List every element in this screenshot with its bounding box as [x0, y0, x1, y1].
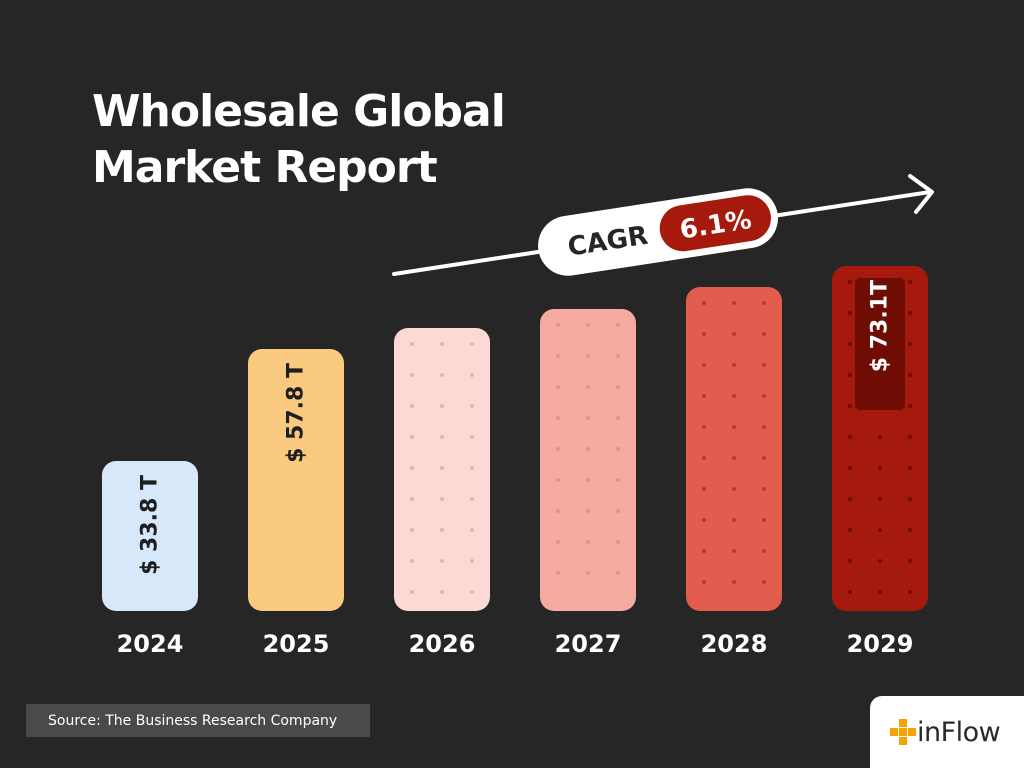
data-label-2025: $ 57.8 T — [284, 363, 309, 463]
brand-name: inFlow — [917, 716, 1001, 748]
bar-2024 — [102, 461, 198, 611]
source-note: Source: The Business Research Company — [26, 704, 370, 737]
title-line-1: Wholesale Global — [92, 86, 506, 137]
tick-label-2025: 2025 — [263, 630, 330, 658]
value-label-box-2029 — [855, 278, 905, 410]
bar-2025 — [248, 349, 344, 611]
tick-label-2026: 2026 — [409, 630, 476, 658]
bar-2027 — [540, 309, 636, 611]
cagr-badge — [659, 195, 771, 252]
bar-pattern-2028 — [702, 301, 766, 584]
inflow-logo-icon — [890, 719, 916, 745]
data-label-2029: $ 73.1T — [868, 280, 893, 372]
cagr-trend: CAGR 6.1% — [392, 174, 934, 276]
chart-title: Wholesale Global Market Report — [92, 84, 506, 196]
title-line-2: Market Report — [92, 142, 438, 193]
data-label-2024: $ 33.8 T — [138, 475, 163, 575]
tick-label-2029: 2029 — [847, 630, 914, 658]
inflow-logo[interactable]: inFlow — [870, 696, 1024, 768]
bar-pattern-2026 — [410, 342, 474, 594]
bar-pattern-2027 — [556, 323, 620, 575]
tick-label-2027: 2027 — [555, 630, 622, 658]
arrow-head-icon — [908, 174, 934, 214]
tick-label-2024: 2024 — [117, 630, 184, 658]
bar-2028 — [686, 287, 782, 611]
tick-label-2028: 2028 — [701, 630, 768, 658]
